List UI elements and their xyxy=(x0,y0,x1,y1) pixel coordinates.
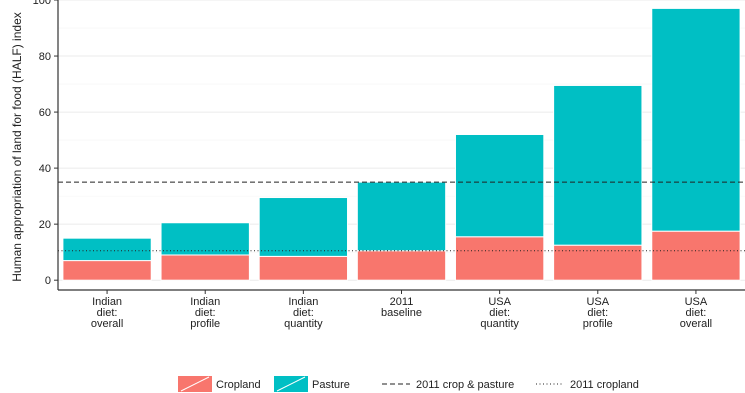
x-tick-label-line: diet: xyxy=(587,307,608,319)
x-tick-label-line: diet: xyxy=(489,307,510,319)
x-tick-label: 2011 baseline xyxy=(381,296,422,319)
x-tick-label-line: USA xyxy=(685,296,708,308)
bar-cropland xyxy=(160,254,250,281)
bar-pasture xyxy=(356,181,447,252)
bar-cropland xyxy=(258,255,349,281)
x-tick-label-line: USA xyxy=(586,296,609,308)
legend-label-reference: 2011 cropland xyxy=(570,379,639,391)
bars-group xyxy=(62,7,741,281)
bar-pasture xyxy=(62,237,152,262)
x-tick-label: USA diet: overall xyxy=(680,296,712,330)
x-tick-label-line: Indian xyxy=(190,296,220,308)
x-tick-label-line: quantity xyxy=(284,318,323,330)
bar-cropland xyxy=(651,230,741,281)
y-tick-label: 20 xyxy=(39,219,51,231)
x-tick-label: Indian diet: quantity xyxy=(284,296,323,330)
reference-lines xyxy=(58,181,745,252)
legend-label-pasture: Pasture xyxy=(312,379,350,391)
bar-cropland xyxy=(356,250,447,281)
x-tick-label-line: profile xyxy=(190,318,220,330)
bar-cropland xyxy=(62,260,152,281)
x-tick-label-line: overall xyxy=(680,318,712,330)
x-tick-label-line: diet: xyxy=(293,307,314,319)
x-tick-label: Indian diet: profile xyxy=(190,296,220,330)
x-tick-label-line: profile xyxy=(583,318,613,330)
y-tick-label: 0 xyxy=(45,275,51,287)
x-tick-label-line: Indian xyxy=(288,296,318,308)
y-axis-title: Human appropriation of land for food (HA… xyxy=(10,12,24,281)
y-tick-label: 80 xyxy=(39,51,51,63)
y-tick-label: 100 xyxy=(33,0,51,7)
legend-label-reference: 2011 crop & pasture xyxy=(416,379,514,391)
x-tick-label-line: baseline xyxy=(381,307,422,319)
y-tick-label: 40 xyxy=(39,163,51,175)
x-tick-label-line: USA xyxy=(488,296,511,308)
x-tick-label-line: diet: xyxy=(686,307,707,319)
bar-cropland xyxy=(454,236,545,281)
bar-pasture xyxy=(258,197,349,257)
x-tick-label: Indian diet: overall xyxy=(91,296,123,330)
x-tick-label-line: 2011 xyxy=(390,296,414,308)
y-tick-label: 60 xyxy=(39,107,51,119)
x-tick-label-line: diet: xyxy=(195,307,216,319)
x-tick-label-line: Indian xyxy=(92,296,122,308)
bar-pasture xyxy=(160,222,250,256)
bar-pasture xyxy=(651,7,741,232)
x-tick-label-line: diet: xyxy=(97,307,118,319)
bar-pasture xyxy=(553,84,643,246)
x-tick-label-line: quantity xyxy=(480,318,519,330)
x-tick-label: USA diet: quantity xyxy=(480,296,519,330)
x-tick-label: USA diet: profile xyxy=(583,296,613,330)
legend-swatch-slash xyxy=(180,376,210,392)
x-tick-label-line: overall xyxy=(91,318,123,330)
y-axis: 0 20 40 60 80 100 xyxy=(33,0,58,287)
legend-swatch-slash xyxy=(276,376,306,392)
legend: Cropland Pasture 2011 crop & pasture 2011 c… xyxy=(178,376,639,392)
legend-label-cropland: Cropland xyxy=(216,379,261,391)
bar-pasture xyxy=(454,133,545,238)
